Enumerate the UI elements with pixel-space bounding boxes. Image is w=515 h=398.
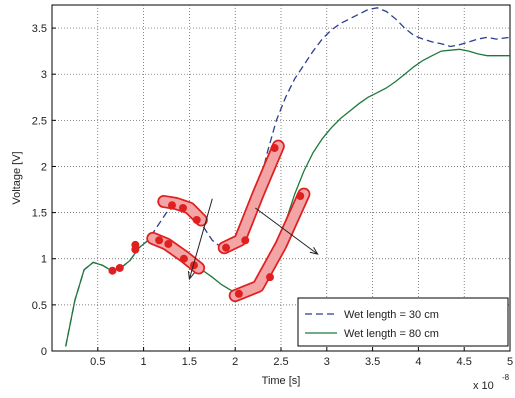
y-tick-label: 1.5 [32, 208, 47, 220]
y-axis-title: Voltage [V] [11, 151, 23, 204]
data-marker [164, 239, 173, 248]
arrow-head [309, 246, 319, 255]
x-multiplier: x 10 [473, 380, 494, 392]
x-tick-label: 5 [507, 356, 513, 368]
x-axis-title: Time [s] [262, 375, 301, 387]
data-marker [234, 289, 243, 298]
y-tick-label: 0.5 [32, 300, 47, 312]
data-marker [155, 236, 164, 245]
data-marker [192, 215, 201, 224]
legend-box [297, 297, 509, 347]
data-marker [131, 240, 140, 249]
data-marker [270, 144, 279, 153]
x-tick-label: 0.5 [90, 356, 105, 368]
x-tick-label: 4.5 [457, 356, 472, 368]
x-tick-label: 4 [415, 356, 421, 368]
y-tick-label: 2.5 [32, 115, 47, 127]
y-tick-labels: 0 0.5 1 1.5 2 2.5 3 3.5 [32, 23, 47, 358]
data-marker [266, 273, 275, 282]
y-tick-label: 3.5 [32, 23, 47, 35]
y-tick-label: 1 [41, 254, 47, 266]
y-tick-label: 0 [41, 346, 47, 358]
x-tick-label: 3.5 [365, 356, 380, 368]
x-tick-label: 2 [232, 356, 238, 368]
x-exponent: -8 [502, 373, 510, 382]
highlight-loop-fill [230, 189, 309, 301]
data-marker [241, 236, 250, 245]
data-marker [178, 203, 187, 212]
x-tick-label: 2.5 [273, 356, 288, 368]
data-marker [167, 201, 176, 210]
x-tick-labels: 0.5 1 1.5 2 2.5 3 3.5 4 4.5 5 [90, 356, 513, 368]
trend-arrows [187, 198, 319, 281]
arrow-head [187, 271, 195, 281]
data-marker [108, 266, 117, 275]
data-marker [296, 191, 305, 200]
y-tick-label: 2 [41, 161, 47, 173]
legend-label-30cm: Wet length = 30 cm [344, 309, 439, 321]
arrow-shaft [188, 198, 213, 280]
data-marker [222, 243, 231, 252]
data-markers [108, 144, 305, 298]
x-tick-label: 1 [141, 356, 147, 368]
data-marker [179, 254, 188, 263]
data-marker [189, 261, 198, 270]
data-marker [115, 263, 124, 272]
highlight-loop-fill [219, 141, 284, 253]
legend: Wet length = 30 cm Wet length = 80 cm [297, 297, 509, 347]
x-tick-label: 3 [324, 356, 330, 368]
x-tick-label: 1.5 [182, 356, 197, 368]
legend-label-80cm: Wet length = 80 cm [344, 328, 439, 340]
arrow-shaft [255, 207, 318, 255]
highlight-loops [146, 139, 311, 303]
y-tick-label: 3 [41, 69, 47, 81]
